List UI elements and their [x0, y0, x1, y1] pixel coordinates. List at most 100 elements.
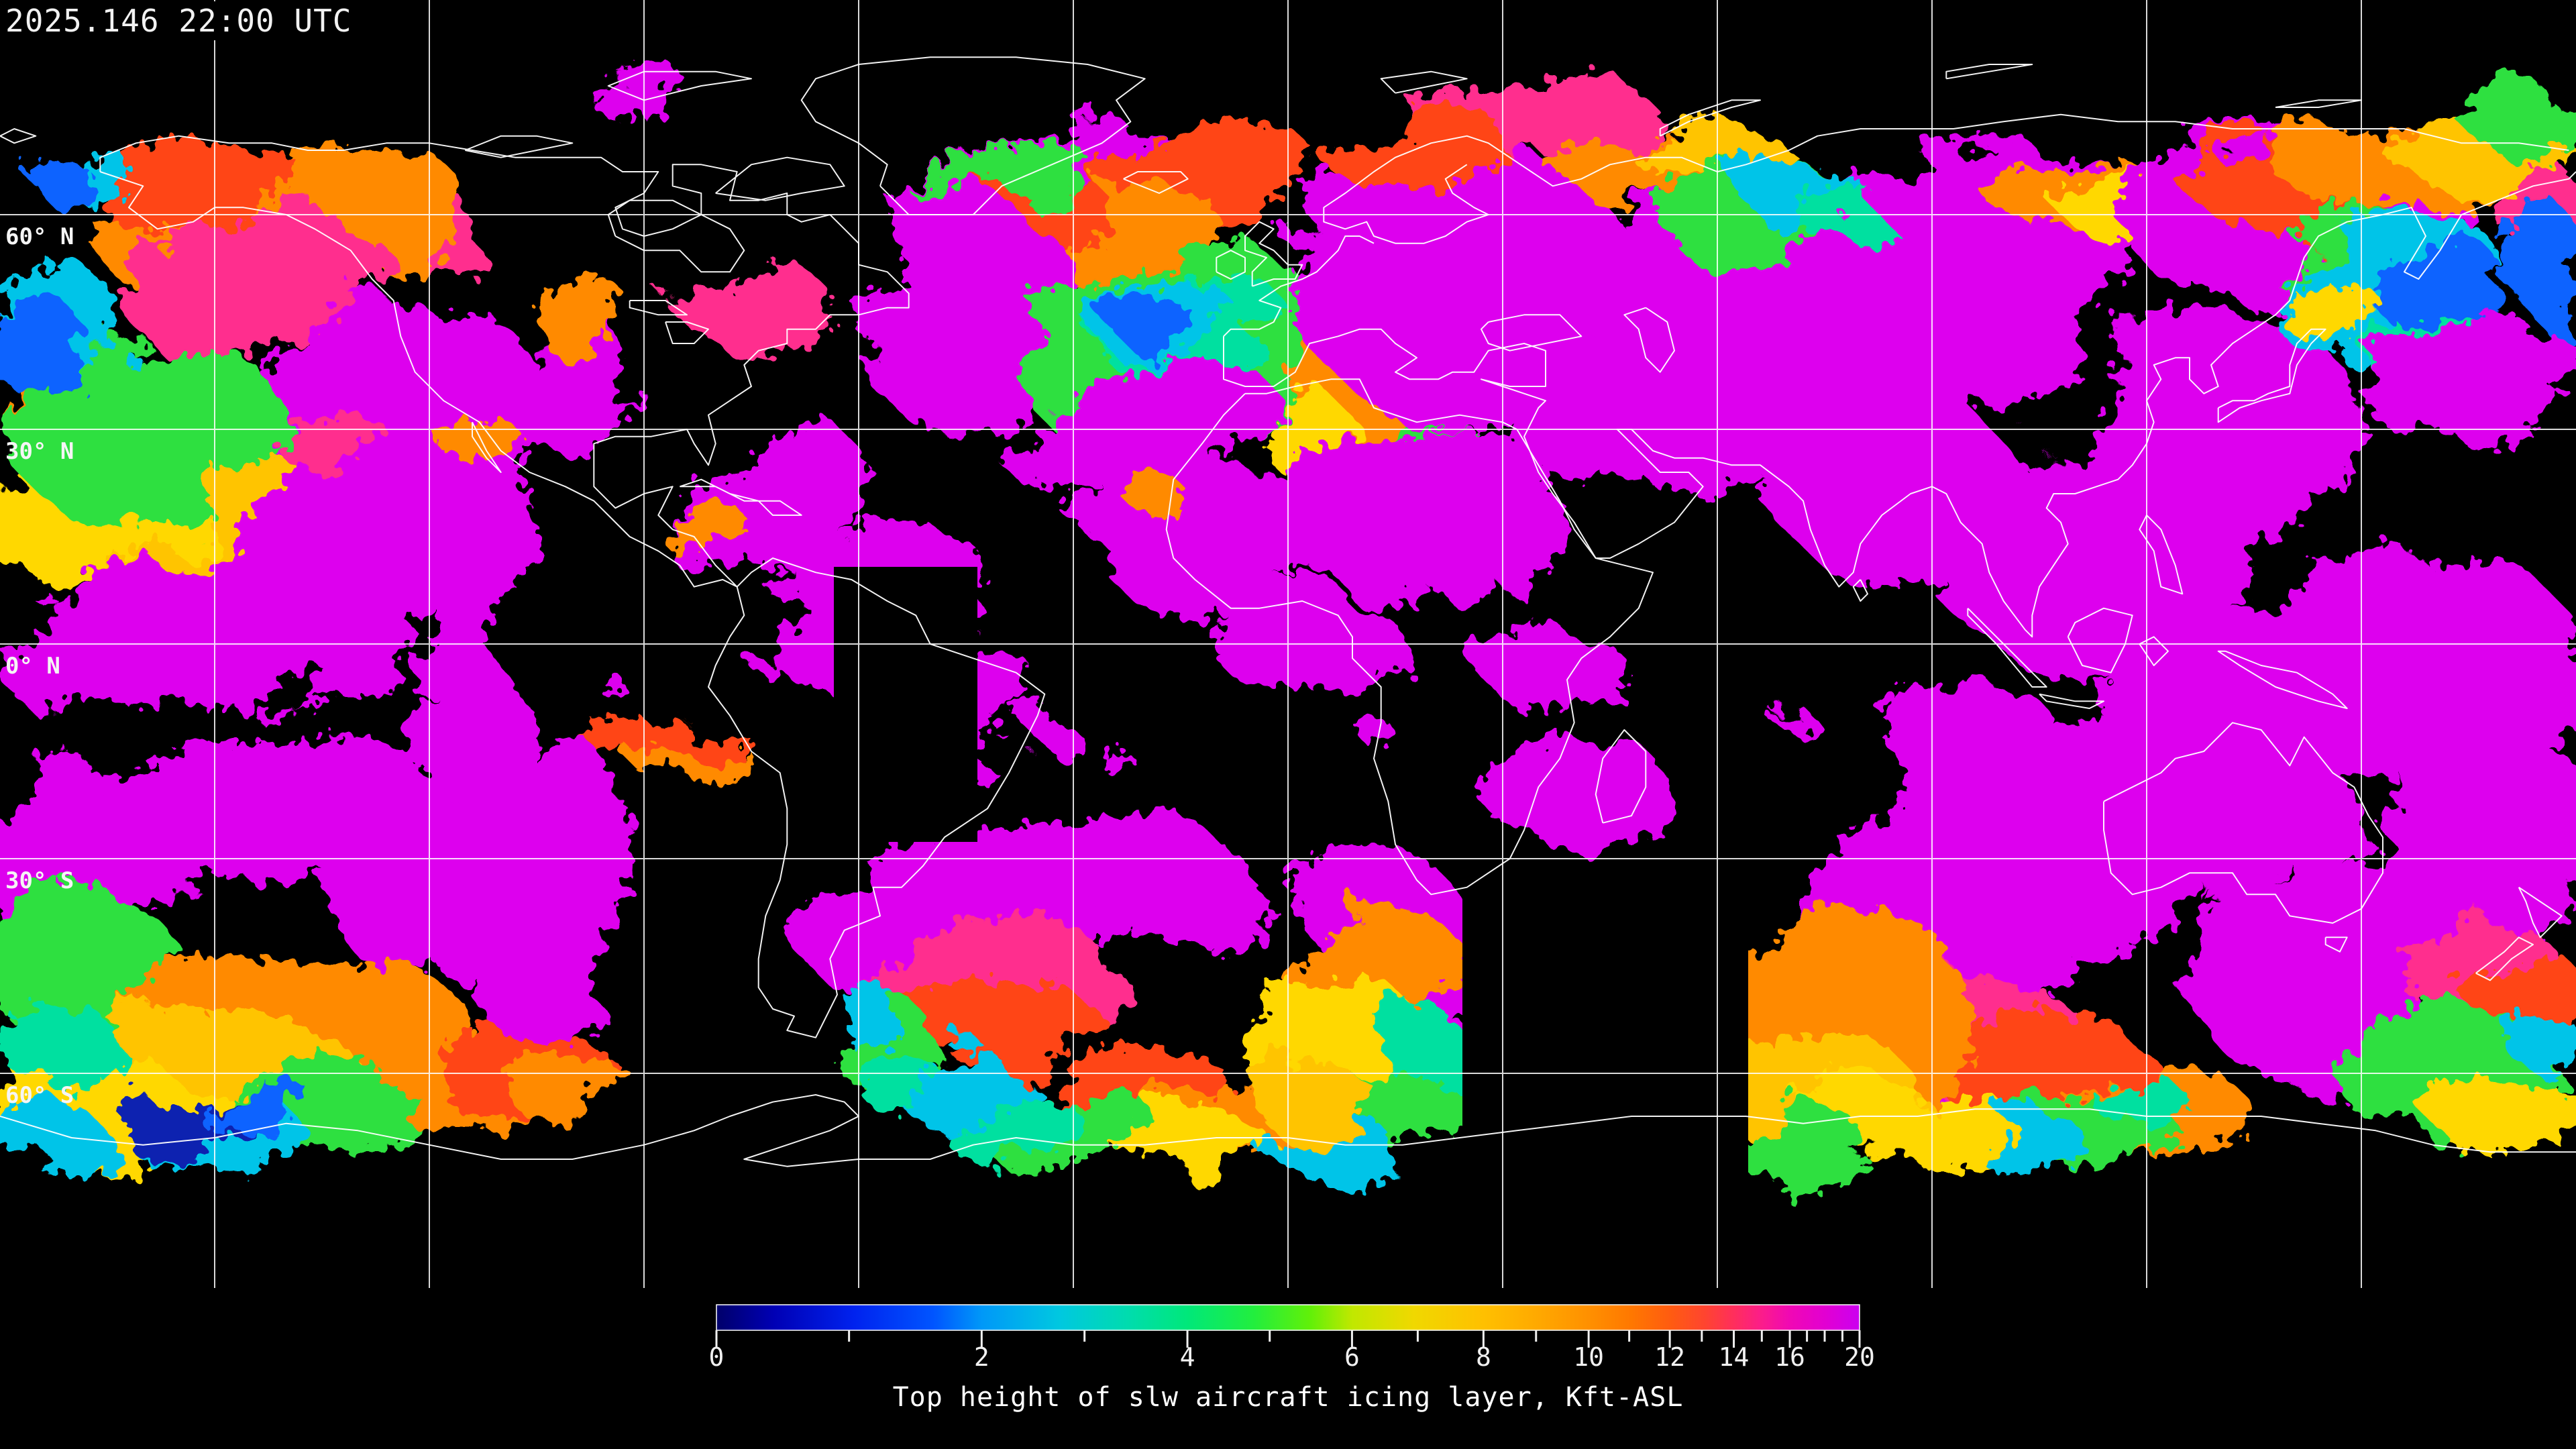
cloud-blob	[919, 979, 1093, 1061]
cloud-system-northwest-pacific-storm	[2120, 94, 2576, 441]
coastline-path	[757, 500, 802, 516]
cloud-blob	[1021, 815, 1260, 929]
coastline-path	[99, 135, 910, 588]
cloud-blob	[2509, 1020, 2576, 1073]
cloud-blob	[1254, 1060, 1375, 1140]
cloud-blob	[637, 749, 758, 781]
colorbar-tick-label: 12	[1654, 1342, 1685, 1372]
coastline-path	[1595, 729, 1647, 824]
colorbar-tick-label: 6	[1344, 1342, 1360, 1372]
colorbar-tick-label: 2	[974, 1342, 989, 1372]
coastline-path	[715, 156, 845, 201]
coastline-path	[1223, 171, 2576, 638]
cloud-blob	[763, 667, 793, 688]
coastline-path	[800, 56, 1146, 215]
coastline-path	[2103, 722, 2383, 924]
cloud-blob	[466, 739, 634, 1045]
latitude-label: 0° N	[5, 653, 60, 680]
cloud-blob	[1503, 335, 1744, 496]
cloud-blob	[1328, 113, 1516, 196]
cloud-blob	[5, 549, 264, 726]
latitude-label: 30° N	[5, 438, 74, 465]
cloud-blob	[201, 1083, 322, 1144]
cloud-blob	[2086, 1067, 2180, 1120]
cloud-blob	[429, 309, 537, 684]
cloud-blob	[1966, 1114, 2086, 1167]
cloud-blob	[1758, 691, 1798, 718]
latitude-label: 30° S	[5, 867, 74, 894]
coastline-path	[1967, 607, 2047, 688]
coastline-path	[708, 557, 1046, 1038]
cloud-blob	[674, 506, 749, 568]
cloud-blob	[1363, 726, 1401, 750]
cloud-system-south-indian-storm	[1248, 731, 2576, 1194]
cloud-blob	[574, 50, 681, 111]
cloud-blob	[0, 892, 181, 1040]
cloud-blob	[832, 993, 912, 1046]
coastline-path	[2518, 886, 2563, 938]
cloud-blob	[396, 657, 436, 684]
colorbar-tick-label: 8	[1476, 1342, 1491, 1372]
coastline-path	[2275, 99, 2362, 108]
cloud-blob	[1107, 285, 1187, 345]
coastline-path	[1481, 314, 1582, 352]
coastline-path	[2217, 328, 2326, 423]
coastline-path	[2139, 515, 2184, 595]
coastline-path	[1659, 99, 1761, 137]
colorbar-gradient-bar	[716, 1304, 1860, 1331]
coastline-path	[2139, 636, 2169, 666]
coastline-path	[2067, 607, 2133, 674]
cloud-blob	[576, 653, 605, 675]
coastline-path	[1380, 70, 1468, 94]
cloud-blob	[346, 613, 378, 635]
colorbar-tick-label: 20	[1844, 1342, 1875, 1372]
no-data-rect	[1462, 862, 1748, 1288]
coastline-path	[1216, 250, 1246, 280]
cloud-blob	[1275, 416, 1570, 604]
coastline-path	[464, 135, 574, 158]
cloud-blob	[2363, 311, 2574, 441]
colorbar-ticks	[715, 1330, 1861, 1348]
cloud-system-south-atlantic-storm	[466, 739, 1483, 1175]
no-data-rect	[834, 567, 977, 842]
coastline-path	[1852, 579, 1868, 602]
timestamp: 2025.146 22:00 UTC	[4, 1, 362, 40]
coastline-path	[472, 421, 502, 473]
coastline-path	[607, 70, 752, 101]
cloud-blob	[2509, 201, 2576, 322]
coastline-path	[0, 128, 37, 144]
cloud-blob	[1110, 759, 1144, 784]
cloud-blob	[1483, 731, 1670, 852]
cloud-blob	[1476, 610, 1610, 704]
cloud-blob	[2462, 94, 2576, 148]
cloud-blob	[0, 302, 94, 396]
cloud-blob	[2469, 953, 2576, 1033]
coastline-path	[1244, 221, 1303, 287]
cloud-blob	[907, 1057, 1025, 1130]
coastline-path	[1123, 171, 1189, 194]
coastline-path	[2324, 936, 2348, 953]
cloud-blob	[2361, 792, 2576, 953]
cloud-blob	[510, 1060, 644, 1127]
coastline-path	[2475, 936, 2534, 981]
coastline-path	[2217, 650, 2348, 709]
colorbar-tick-label: 14	[1719, 1342, 1750, 1372]
cloud-blob	[493, 699, 527, 723]
colorbar-tick-label: 10	[1573, 1342, 1604, 1372]
coastline-path	[607, 199, 745, 273]
coastline-path	[1945, 64, 2033, 80]
coastline-path	[1165, 378, 1654, 896]
cloud-blob	[1805, 191, 1898, 252]
colorbar-title: Top height of slw aircraft icing layer, …	[892, 1382, 1684, 1413]
cloud-blob	[0, 1006, 121, 1087]
cloud-blob	[0, 1100, 101, 1167]
cloud-blob	[2428, 1080, 2576, 1147]
cloud-blob	[2274, 543, 2576, 798]
latitude-label: 60° S	[5, 1082, 74, 1109]
latitude-label: 60° N	[5, 223, 74, 250]
graticule	[0, 0, 2576, 1288]
colorbar-tick-label: 0	[709, 1342, 724, 1372]
coastline-path	[665, 321, 709, 344]
cloud-blob	[275, 396, 382, 476]
